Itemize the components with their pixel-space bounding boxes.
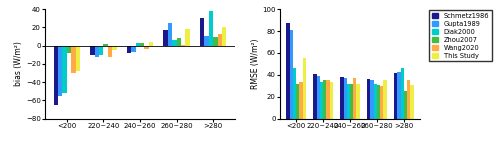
Bar [370,80,374,119]
Bar [209,11,213,46]
Bar [410,85,414,119]
Bar [398,71,400,119]
Y-axis label: RMSE (W/m²): RMSE (W/m²) [250,39,260,89]
Bar [314,74,316,119]
Bar [176,38,181,46]
Bar [350,84,353,119]
Bar [356,84,360,119]
Bar [94,46,99,57]
Bar [394,73,398,119]
Bar [200,18,204,46]
Y-axis label: bias (W/m²): bias (W/m²) [14,41,23,86]
Bar [104,44,108,46]
Bar [320,82,323,119]
Bar [344,78,347,119]
Legend: Schmetz1986, Gupta1989, Diak2000, Zhou2007, Wang2020, This Study: Schmetz1986, Gupta1989, Diak2000, Zhou20… [429,10,492,61]
Bar [300,82,302,119]
Bar [374,84,377,119]
Bar [112,46,116,50]
Bar [172,40,176,46]
Bar [204,36,209,46]
Bar [54,46,58,105]
Bar [164,30,168,46]
Bar [168,23,172,46]
Bar [76,46,80,71]
Bar [326,80,330,119]
Bar [384,80,386,119]
Bar [99,46,103,55]
Bar [90,46,94,55]
Bar [380,86,384,119]
Bar [290,30,293,119]
Bar [368,79,370,119]
Bar [108,46,112,57]
Bar [62,46,67,93]
Bar [213,37,218,46]
Bar [186,29,190,46]
Bar [407,80,410,119]
Bar [330,82,332,119]
Bar [136,43,140,46]
Bar [131,46,136,52]
Bar [67,46,71,53]
Bar [181,45,186,46]
Bar [149,42,153,46]
Bar [323,80,326,119]
Bar [71,46,76,73]
Bar [353,78,356,119]
Bar [144,46,149,49]
Bar [218,34,222,46]
Bar [316,76,320,119]
Bar [222,27,226,46]
Bar [302,58,306,119]
Bar [340,77,344,119]
Bar [377,85,380,119]
Bar [293,68,296,119]
Bar [404,91,407,119]
Bar [58,46,62,96]
Bar [296,84,300,119]
Bar [140,43,144,46]
Bar [400,68,404,119]
Bar [127,46,131,53]
Bar [286,23,290,119]
Bar [347,84,350,119]
